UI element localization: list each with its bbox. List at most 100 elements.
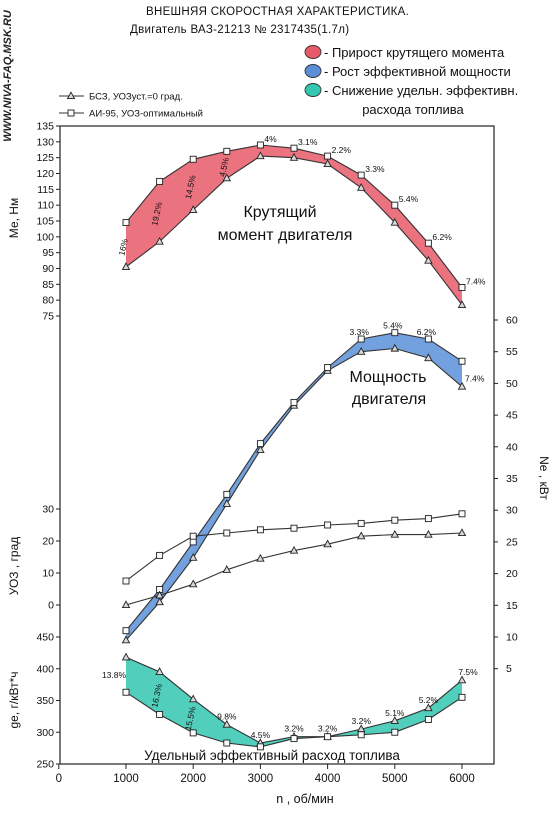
ignition-point-bsz [121,600,131,609]
torque-y-tick-label: 135 [36,121,54,133]
fuel-y-axis-label: ge, г/кВт*ч [7,672,21,729]
fuel-point-bsz [390,716,400,724]
fuel-band [126,657,462,747]
power-y-tick-label: 25 [506,536,518,548]
power-y-tick-label: 20 [506,568,518,580]
chart-subtitle: Двигатель ВАЗ-21213 № 2317435(1.7л) [130,24,350,36]
torque-percent-label: 19.2% [149,201,164,227]
torque-y-tick-label: 120 [36,168,54,180]
fuel-point-ai95 [156,711,164,718]
fuel-y-tick-label: 400 [36,663,54,675]
power-annotation: двигателя [352,391,426,408]
torque-y-tick-label: 115 [37,184,54,196]
fuel-y-tick-label: 350 [36,695,54,707]
ignition-point-bsz [222,565,232,573]
torque-annotation: Крутящий [243,204,316,221]
x-tick-label: 3000 [248,773,274,785]
ignition-point-ai95 [256,526,264,534]
torque-y-tick-label: 125 [36,152,54,164]
fuel-point-bsz [457,675,467,684]
ignition-point-ai95 [458,510,466,518]
torque-percent-label: 4.5% [217,156,231,177]
legend-series-label: БСЗ, УОЗуст.=0 град. [89,92,183,103]
legend-band-swatch [304,83,322,97]
fuel-percent-label: 13.8% [102,670,127,680]
power-point-bsz [390,343,400,352]
torque-percent-label: 3.1% [298,137,318,147]
torque-point-bsz [289,152,299,161]
torque-point-ai95 [324,152,332,160]
torque-point-bsz [121,262,131,270]
fuel-percent-label: 3.2% [352,716,372,726]
power-point-ai95 [424,335,432,343]
power-point-bsz [424,353,433,362]
legend-series-marker-triangle [66,91,76,100]
torque-point-bsz [155,236,164,245]
ignition-point-bsz [289,545,299,554]
fuel-point-ai95 [122,688,130,696]
legend-band-swatch [304,45,322,59]
torque-point-bsz [323,159,332,168]
torque-point-ai95 [424,239,432,247]
ignition-point-bsz [390,529,400,538]
power-point-ai95 [189,538,197,546]
fuel-point-bsz [121,652,131,661]
x-tick-label: 1000 [113,773,139,785]
fuel-y-tick-label: 300 [36,727,54,739]
power-point-bsz [155,597,164,606]
fuel-point-ai95 [391,728,399,736]
torque-y-tick-label: 110 [37,200,54,212]
power-point-bsz [188,553,198,561]
torque-percent-label: 5.4% [399,194,419,204]
power-y-tick-label: 30 [506,505,518,517]
legend-band-label: - Рост эффективной мощности [324,64,511,79]
power-y-tick-label: 35 [506,473,518,485]
torque-point-bsz [188,205,198,213]
x-tick-label: 2000 [180,773,206,785]
fuel-y-tick-label: 450 [36,632,54,644]
ignition-point-ai95 [391,516,399,524]
power-y-tick-label: 60 [506,315,518,327]
torque-point-ai95 [122,219,130,227]
torque-y-tick-label: 130 [36,136,54,148]
power-point-bsz [457,381,467,390]
power-point-ai95 [458,357,466,365]
ignition-point-ai95 [189,532,197,540]
power-percent-label: 5.4% [383,321,403,331]
power-point-bsz [121,635,131,644]
ignition-point-bsz [323,539,332,548]
fuel-percent-label: 9.8% [217,712,237,722]
x-tick-label: 0 [56,773,62,785]
fuel-point-ai95 [223,739,231,747]
torque-point-ai95 [357,171,365,179]
torque-y-tick-label: 75 [42,311,54,323]
ignition-y-tick-label: 30 [42,504,54,516]
torque-point-bsz [390,217,400,226]
ignition-point-bsz [424,529,433,538]
torque-point-bsz [457,300,467,308]
fuel-point-bsz [222,719,232,728]
legend-series-label: АИ-95, УОЗ-оптимальный [89,109,203,120]
torque-percent-label: 4% [264,134,277,144]
fuel-percent-label: 4.5% [251,730,271,740]
ignition-point-ai95 [357,519,365,527]
torque-point-bsz [256,151,265,160]
x-tick-label: 5000 [382,773,408,785]
power-point-ai95 [256,440,264,448]
power-y-tick-label: 15 [506,600,518,612]
power-point-bsz [256,445,265,454]
ignition-point-ai95 [324,521,332,529]
power-y-tick-label: 10 [506,632,518,644]
ignition-point-ai95 [223,529,231,537]
power-y-tick-label: 45 [506,410,518,422]
torque-band [126,145,462,305]
legend-band-label: - Прирост крутящего момента [324,45,505,60]
fuel-percent-label: 15.5% [183,705,198,731]
power-point-bsz [356,346,366,355]
fuel-percent-label: 5.1% [385,708,405,718]
legend-band-label: - Снижение удельн. эффективн. [324,83,518,98]
torque-point-ai95 [458,284,466,291]
ignition-point-bsz [155,590,164,599]
fuel-percent-label: 3.2% [284,724,304,734]
